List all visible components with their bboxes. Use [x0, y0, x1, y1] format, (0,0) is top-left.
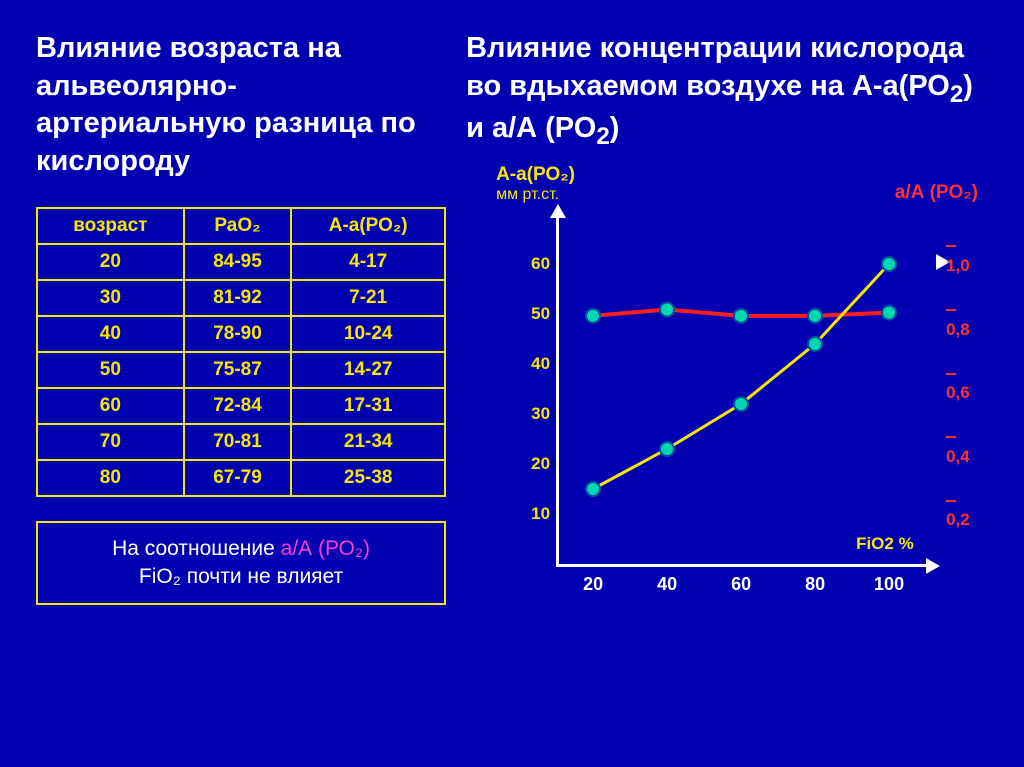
y1-tick: 50 — [516, 304, 550, 324]
table-row: 8067-7925-38 — [37, 460, 445, 496]
right-column: Влияние концентрации кислорода во вдыхае… — [466, 30, 988, 737]
left-title: Влияние возраста на альвеолярно-артериал… — [36, 30, 446, 181]
note-highlight: а/А (РО₂) — [281, 537, 370, 560]
age-table: возрастРаО₂А-а(РО₂) 2084-954-173081-927-… — [36, 207, 446, 497]
table-cell: 67-79 — [184, 460, 292, 496]
table-header: РаО₂ — [184, 208, 292, 244]
y1-tick: 60 — [516, 254, 550, 274]
y2-tick: 1,0 — [946, 236, 970, 276]
table-cell: 70-81 — [184, 424, 292, 460]
table-cell: 30 — [37, 280, 184, 316]
chart-area: 102030405060 0,20,40,60,81,0 20406080100… — [506, 214, 936, 614]
y2-tick: 0,8 — [946, 300, 970, 340]
x-axis-label: FiO2 % — [856, 534, 914, 554]
table-cell: 84-95 — [184, 244, 292, 280]
right-title: Влияние концентрации кислорода во вдыхае… — [466, 30, 988, 152]
y2-axis-label: а/А (РО₂) — [895, 182, 978, 204]
x-axis — [556, 564, 926, 567]
table-cell: 14-27 — [291, 352, 445, 388]
x-tick: 100 — [869, 574, 909, 595]
table-header: А-а(РО₂) — [291, 208, 445, 244]
table-cell: 7-21 — [291, 280, 445, 316]
x-arrow-icon — [926, 558, 940, 574]
y2-tick: 0,4 — [946, 427, 970, 467]
table-cell: 17-31 — [291, 388, 445, 424]
table-cell: 78-90 — [184, 316, 292, 352]
note-box: На соотношение а/А (РО₂) FiO₂ почти не в… — [36, 521, 446, 606]
table-cell: 81-92 — [184, 280, 292, 316]
y1-axis-label: А-а(РО₂) мм рт.ст. — [496, 164, 575, 204]
slide: Влияние возраста на альвеолярно-артериал… — [0, 0, 1024, 767]
note-line2: FiO₂ почти не влияет — [139, 565, 343, 588]
table-cell: 75-87 — [184, 352, 292, 388]
y1-tick: 30 — [516, 404, 550, 424]
table-header: возраст — [37, 208, 184, 244]
table-row: 2084-954-17 — [37, 244, 445, 280]
table-cell: 4-17 — [291, 244, 445, 280]
table-row: 4078-9010-24 — [37, 316, 445, 352]
table-row: 7070-8121-34 — [37, 424, 445, 460]
table-cell: 72-84 — [184, 388, 292, 424]
y1-tick: 40 — [516, 354, 550, 374]
y2-tick: 0,2 — [946, 490, 970, 530]
x-tick: 80 — [795, 574, 835, 595]
note-pre: На соотношение — [112, 537, 281, 560]
y1-tick: 20 — [516, 454, 550, 474]
y1-tick: 10 — [516, 504, 550, 524]
x-tick: 40 — [647, 574, 687, 595]
table-cell: 25-38 — [291, 460, 445, 496]
table-cell: 40 — [37, 316, 184, 352]
x-tick: 20 — [573, 574, 613, 595]
table-cell: 60 — [37, 388, 184, 424]
table-cell: 70 — [37, 424, 184, 460]
table-row: 3081-927-21 — [37, 280, 445, 316]
table-row: 5075-8714-27 — [37, 352, 445, 388]
table-cell: 80 — [37, 460, 184, 496]
left-column: Влияние возраста на альвеолярно-артериал… — [36, 30, 446, 737]
table-cell: 21-34 — [291, 424, 445, 460]
columns: Влияние возраста на альвеолярно-артериал… — [36, 30, 988, 737]
y2-tick: 0,6 — [946, 363, 970, 403]
table-row: 6072-8417-31 — [37, 388, 445, 424]
table-cell: 10-24 — [291, 316, 445, 352]
table-cell: 50 — [37, 352, 184, 388]
table-cell: 20 — [37, 244, 184, 280]
chart-lines — [556, 214, 926, 564]
x-tick: 60 — [721, 574, 761, 595]
